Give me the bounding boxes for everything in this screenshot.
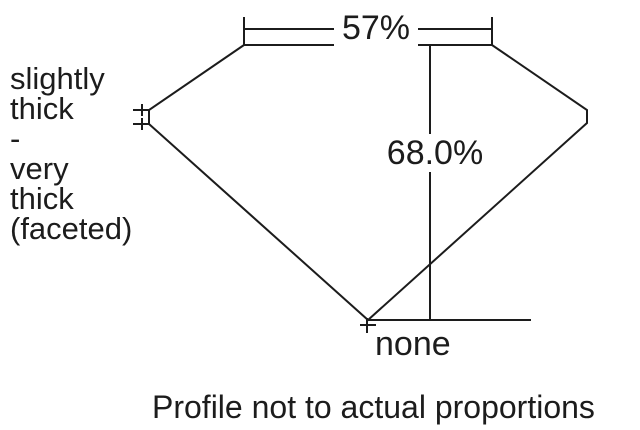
culet-marker xyxy=(360,318,376,333)
table-percent-label: 57% xyxy=(334,9,418,47)
diamond-outline xyxy=(148,44,588,322)
caption-text: Profile not to actual proportions xyxy=(152,389,595,425)
girdle-thickness-ticks xyxy=(133,104,149,130)
culet-label: none xyxy=(375,325,451,363)
girdle-thickness-label: slightly thick - very thick (faceted) xyxy=(10,61,133,246)
depth-percent-label: 68.0% xyxy=(383,134,487,172)
